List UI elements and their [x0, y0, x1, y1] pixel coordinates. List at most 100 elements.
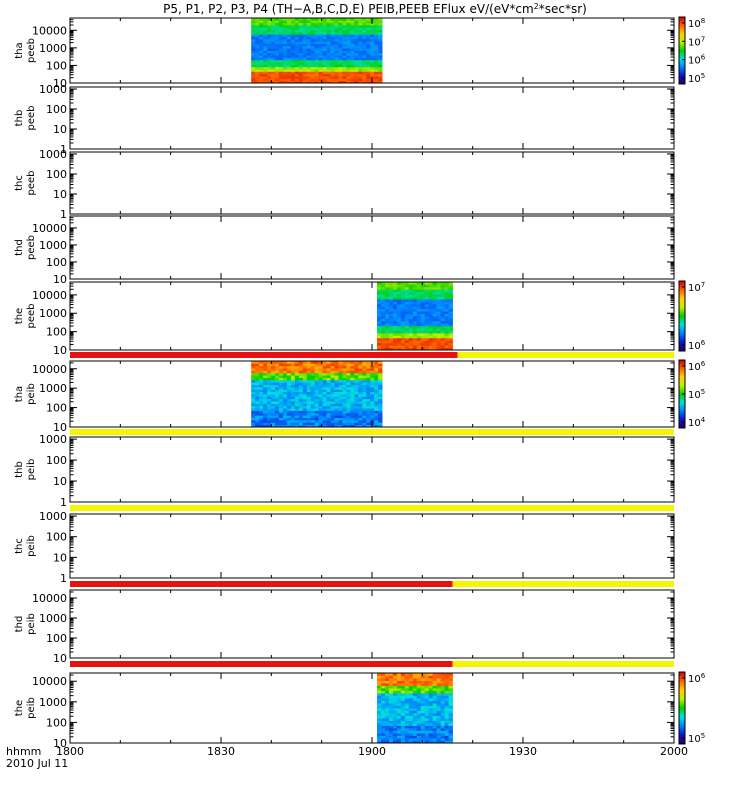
y-tick-label: 1000: [39, 696, 67, 709]
colorbar-tick-label: 105: [688, 732, 705, 745]
panel-thc-peib: 1000 100 10 1 thc peib: [14, 510, 675, 587]
colorbar: 107 106: [678, 280, 706, 352]
y-tick-label: 100: [46, 402, 67, 415]
y-axis-label: tha: [14, 42, 25, 58]
x-tick-label: 1830: [207, 745, 235, 758]
panel-frame: [69, 86, 675, 150]
y-axis-label: peeb: [26, 106, 37, 131]
panel-tha-peeb: 10000 1000 100 10 tha peeb 108 107 106 105: [14, 16, 706, 90]
status-bar: [70, 352, 674, 358]
y-tick-label: 10: [53, 421, 67, 434]
panel-frame: [69, 436, 675, 503]
status-bar: [70, 581, 674, 587]
spectrogram-block: [377, 282, 453, 351]
y-axis-label: thc: [14, 538, 25, 554]
y-tick-label: 1000: [39, 307, 67, 320]
status-bar-segment: [452, 581, 674, 587]
status-bar-segment: [452, 661, 674, 667]
spectrogram-block: [251, 361, 383, 428]
y-axis-label: peeb: [26, 171, 37, 196]
y-tick-label: 1: [60, 572, 67, 585]
colorbar-tick-label: 106: [688, 54, 706, 67]
panel-frame: [69, 151, 675, 215]
colorbar-tick-label: 107: [688, 35, 705, 48]
y-tick-label: 1: [60, 496, 67, 509]
y-tick-label: 1000: [39, 433, 67, 446]
y-tick-label: 100: [46, 59, 67, 72]
colorbar-tick-label: 106: [688, 360, 706, 373]
x-tick-label: 1800: [56, 745, 84, 758]
y-axis-label: peeb: [26, 38, 37, 63]
y-tick-label: 10000: [32, 222, 67, 235]
status-bar-segment: [70, 352, 458, 358]
y-axis-label: peib: [26, 535, 37, 557]
y-axis-label: peib: [26, 383, 37, 405]
y-tick-label: 10: [53, 344, 67, 357]
y-axis-label: thb: [14, 461, 25, 478]
status-bar: [70, 429, 674, 435]
y-axis-label: thc: [14, 175, 25, 191]
panel-frame: [69, 672, 675, 744]
y-tick-label: 100: [46, 256, 67, 269]
y-tick-label: 1: [60, 143, 67, 156]
y-tick-label: 1000: [39, 148, 67, 161]
y-tick-label: 100: [46, 716, 67, 729]
y-tick-label: 1000: [39, 42, 67, 55]
colorbar-tick-label: 106: [688, 672, 706, 685]
y-tick-label: 1: [60, 208, 67, 221]
colorbar-tick-label: 105: [688, 388, 705, 401]
y-axis-label: peib: [26, 613, 37, 635]
colorbar: 108 107 106 105: [678, 16, 706, 85]
x-tick-label: 1900: [358, 745, 386, 758]
colorbar-tick-label: 104: [688, 416, 706, 429]
x-axis-unit-label: hhmm: [6, 745, 41, 758]
y-tick-label: 10: [53, 737, 67, 750]
colorbar: 106 105: [678, 671, 706, 745]
panel-thb-peib: 1000 100 10 1 thb peib: [14, 433, 675, 511]
x-axis-date-label: 2010 Jul 11: [6, 757, 68, 770]
spectrogram-block: [377, 673, 453, 744]
panel-thb-peeb: 1000 100 10 1 thb peeb: [14, 83, 675, 156]
panel-frame: [69, 589, 675, 659]
y-tick-label: 10000: [32, 675, 67, 688]
y-axis-label: thb: [14, 110, 25, 127]
y-tick-label: 10: [53, 188, 67, 201]
y-tick-label: 10: [53, 551, 67, 564]
status-bar-segment: [457, 352, 674, 358]
y-axis-label: thd: [14, 239, 25, 256]
panel-thd-peib: 10000 1000 100 10 thd peib: [14, 589, 675, 667]
panel-thc-peeb: 1000 100 10 1 thc peeb: [14, 148, 675, 221]
y-tick-label: 10000: [32, 24, 67, 37]
y-tick-label: 10: [53, 123, 67, 136]
panel-thd-peeb: 10000 1000 100 10 thd peeb: [14, 215, 675, 286]
status-bar-segment: [70, 429, 674, 435]
y-tick-label: 10: [53, 77, 67, 90]
y-tick-label: 1000: [39, 239, 67, 252]
panel-frame: [69, 281, 675, 351]
y-axis-label: peeb: [26, 304, 37, 329]
y-tick-label: 100: [46, 168, 67, 181]
colorbar: 106 105 104: [678, 359, 706, 429]
y-axis-label: tha: [14, 386, 25, 402]
y-tick-label: 1000: [39, 382, 67, 395]
y-axis-label: peib: [26, 459, 37, 481]
panel-the-peib: 10000 1000 100 10 the peib 106 105: [14, 671, 706, 750]
y-tick-label: 100: [46, 531, 67, 544]
y-tick-label: 10: [53, 273, 67, 286]
spectrogram-block: [251, 18, 383, 84]
x-axis: 1800 1830 1900 1930 2000: [56, 745, 688, 758]
figure-title: P5, P1, P2, P3, P4 (TH−A,B,C,D,E) PEIB,P…: [163, 2, 587, 16]
y-tick-label: 1000: [39, 612, 67, 625]
y-tick-label: 10: [53, 475, 67, 488]
colorbar-tick-label: 105: [688, 72, 705, 85]
colorbar-tick-label: 107: [688, 281, 705, 294]
status-bar-segment: [70, 661, 453, 667]
panel-frame: [69, 215, 675, 280]
y-axis-label: peib: [26, 697, 37, 719]
y-axis-label: peeb: [26, 235, 37, 260]
y-tick-label: 100: [46, 454, 67, 467]
y-axis-label: the: [14, 700, 25, 716]
y-tick-label: 100: [46, 103, 67, 116]
